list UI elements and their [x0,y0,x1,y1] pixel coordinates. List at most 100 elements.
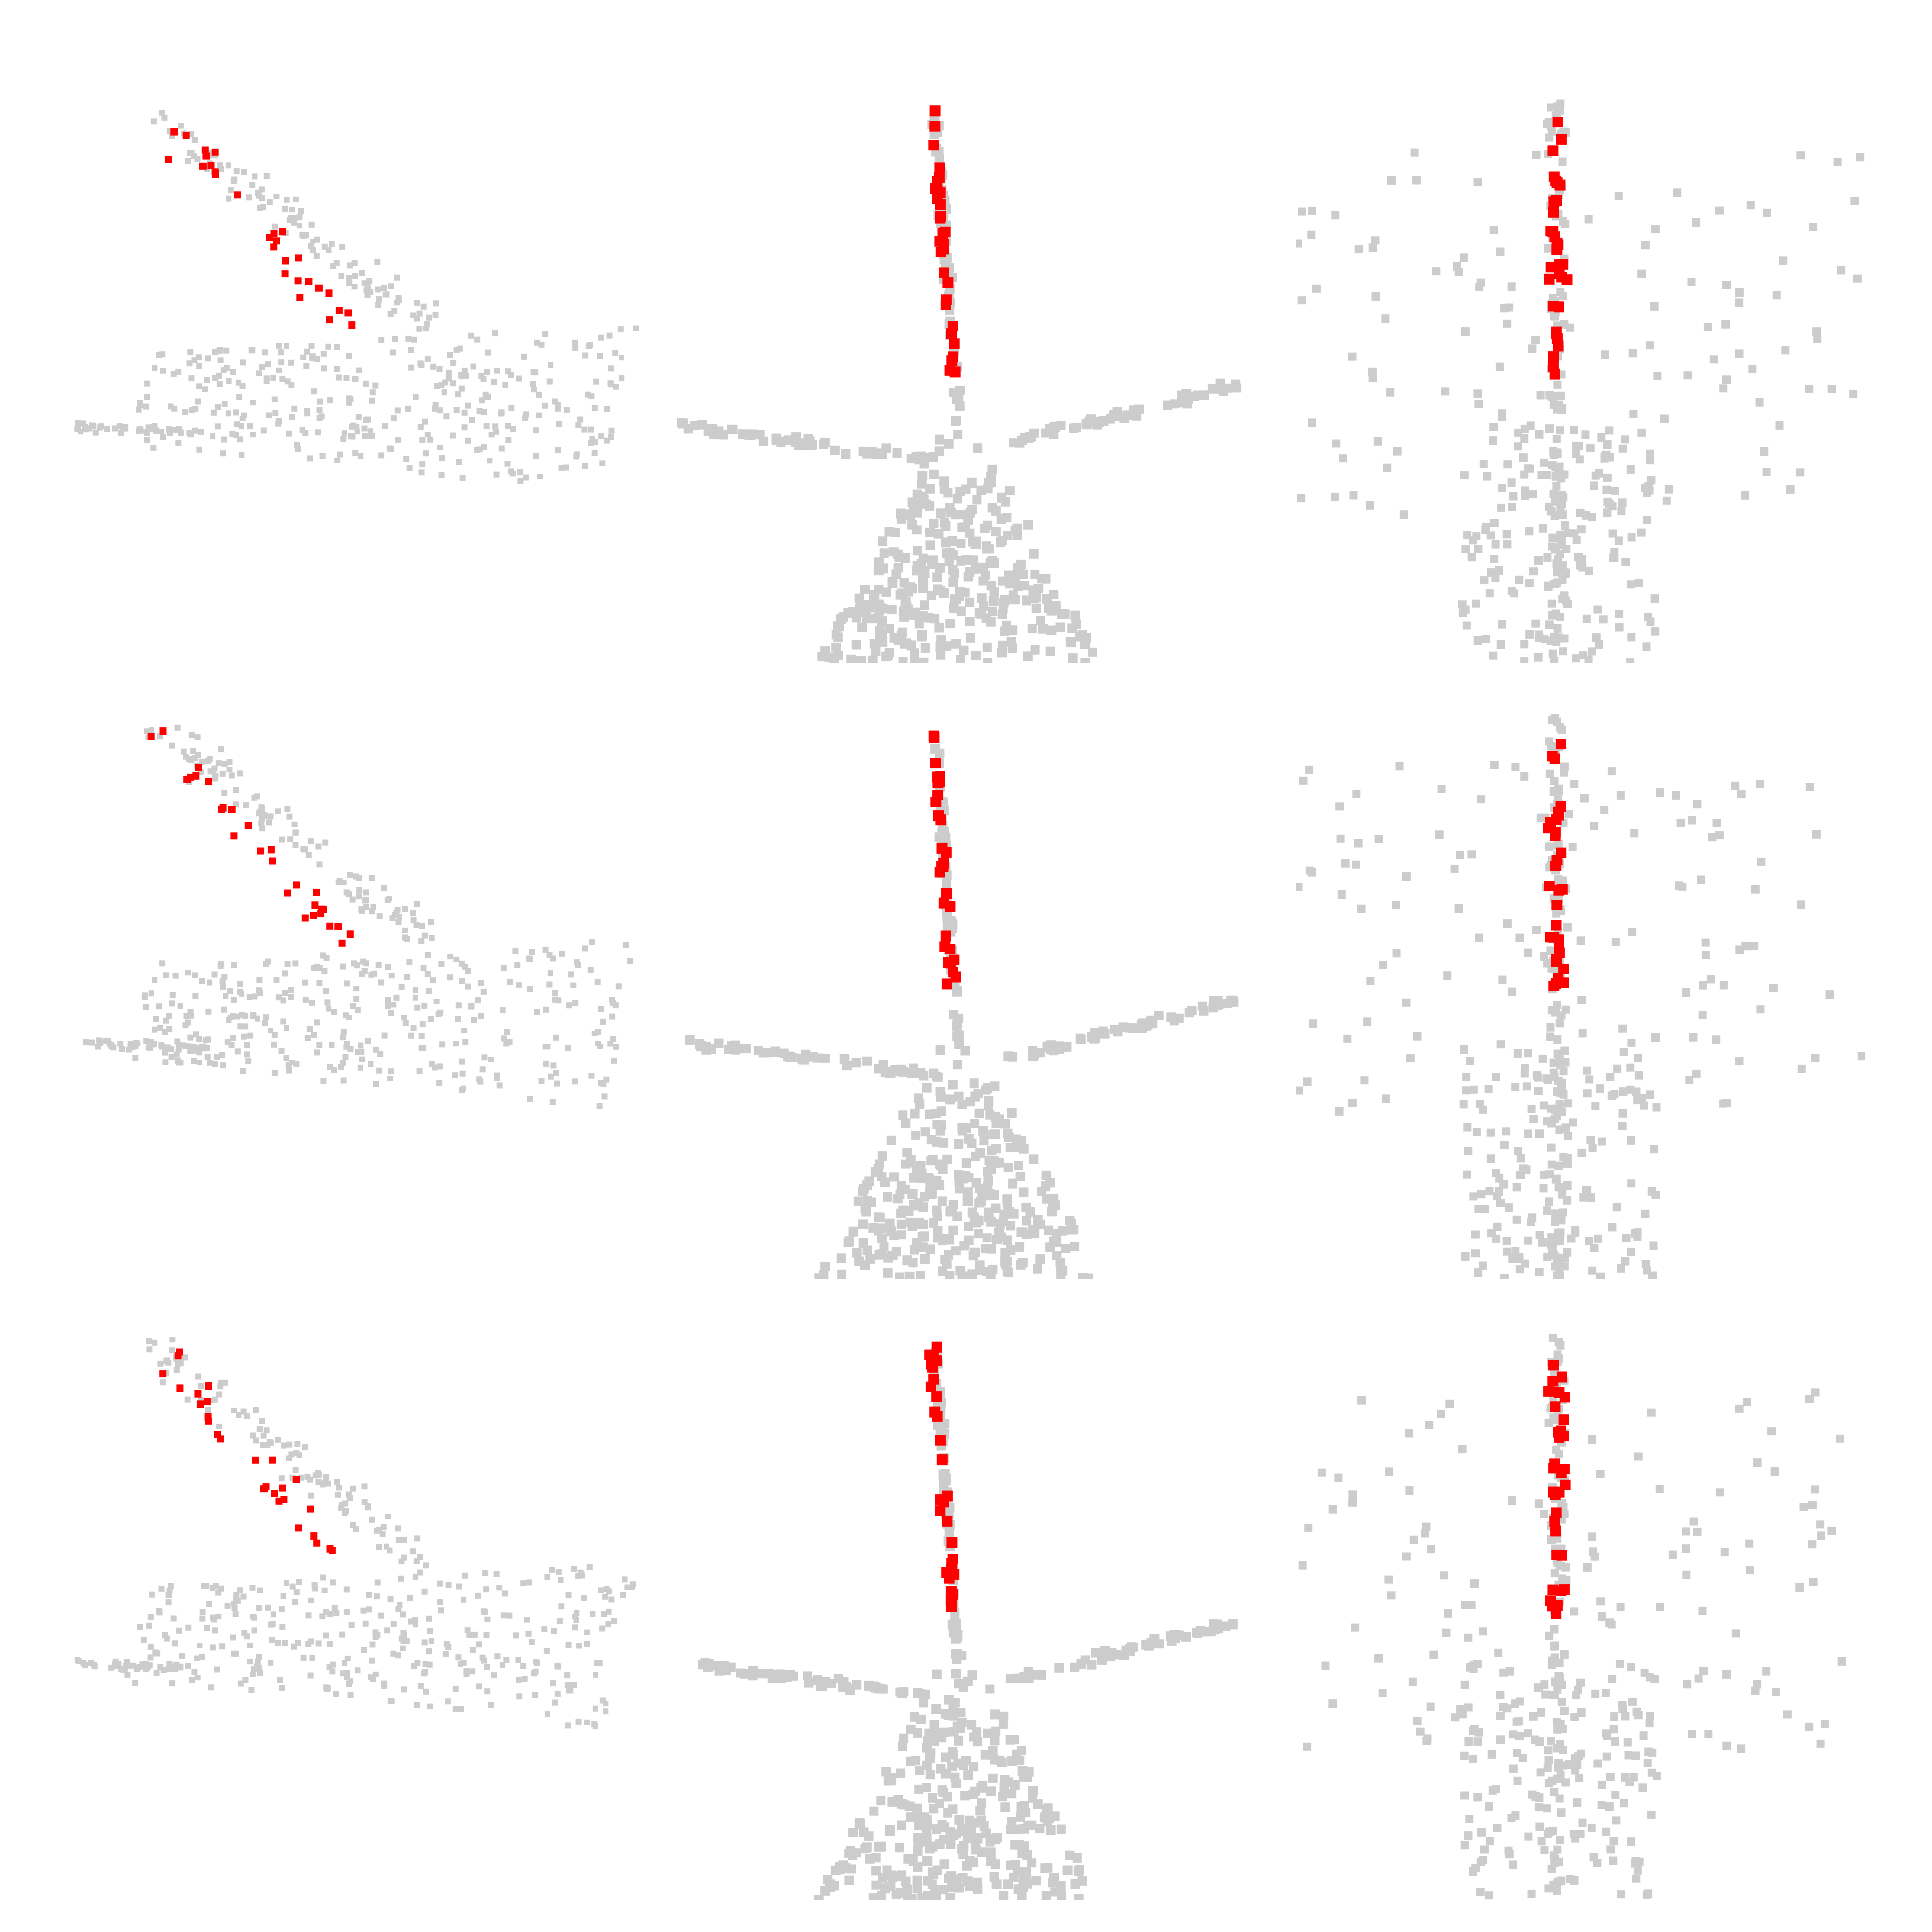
background-point [162,1049,168,1056]
background-point [1486,1154,1495,1163]
background-point [152,1339,158,1346]
background-point [967,1138,977,1148]
background-point [304,408,310,414]
background-point [1612,1816,1621,1825]
background-point [1550,1415,1559,1424]
background-point [398,984,405,990]
background-point [995,1755,1005,1765]
background-point [896,1208,906,1218]
background-point [437,1580,443,1587]
background-point [230,1634,236,1641]
background-point [1645,1673,1654,1682]
background-point [374,259,381,265]
background-point [918,1202,928,1212]
background-point [1028,1793,1038,1803]
background-point [1642,1890,1651,1899]
background-point [1054,1044,1064,1054]
background-point [1532,150,1541,159]
background-point [119,1046,125,1052]
background-point [439,455,445,461]
background-point [289,1474,296,1481]
background-point [166,430,173,436]
background-point [1548,611,1557,620]
background-point [202,1037,209,1044]
background-point [1616,1603,1625,1612]
background-point [970,1247,980,1257]
background-point [478,1013,484,1019]
highlighted-point [1545,262,1557,273]
background-point [1853,274,1862,283]
background-point [572,1078,578,1085]
background-point [597,353,603,359]
background-point [1775,421,1784,430]
background-point [257,808,264,814]
background-point [550,955,556,962]
background-point [1532,1071,1541,1080]
background-point [1450,864,1459,873]
background-point [858,1238,868,1248]
background-point [1543,1804,1551,1813]
background-point [1629,410,1638,418]
highlighted-point [929,732,940,743]
background-point [266,1439,273,1445]
background-point [360,958,367,965]
background-point [483,1632,490,1638]
background-point [1009,1872,1019,1882]
background-point [1537,1708,1545,1717]
background-point [1637,428,1646,437]
background-point [554,1690,561,1697]
background-point [1470,1725,1479,1734]
background-point [1017,1227,1028,1237]
background-point [390,1650,397,1657]
point-cloud-front-view [685,730,1239,1279]
background-point [1770,1467,1779,1476]
background-point [1399,510,1408,519]
background-point [972,495,982,505]
background-point [1077,1876,1087,1886]
background-point [1643,1759,1652,1767]
background-point [96,1037,102,1044]
highlighted-point [294,277,302,285]
background-point [888,1250,898,1260]
background-point [286,1067,292,1074]
background-point [1698,1011,1707,1019]
background-point [1575,455,1584,464]
background-point [493,471,500,478]
background-point [1487,1750,1496,1759]
background-point [920,1254,930,1264]
background-point [1472,599,1480,608]
background-point [388,283,394,289]
background-point [814,1273,825,1279]
background-point [1655,1485,1664,1493]
background-point [192,427,198,434]
background-point [476,1076,483,1083]
background-point [554,1080,560,1087]
background-point [1509,1730,1518,1739]
background-point [463,373,469,379]
background-point [1474,400,1483,408]
background-point [1849,389,1858,398]
background-point [1520,640,1529,649]
background-point [344,980,350,987]
background-point [695,1039,705,1049]
background-point [817,1681,827,1691]
background-point [936,1120,946,1131]
background-point [1570,426,1578,434]
background-point [584,1719,590,1725]
background-point [335,1491,341,1498]
background-point [386,896,392,902]
highlighted-point [1552,117,1563,128]
background-point [932,1205,942,1215]
background-point [185,970,191,976]
background-point [952,987,962,997]
background-point [245,1058,252,1065]
background-point [1349,491,1358,500]
background-point [1049,1236,1059,1246]
background-point [946,1206,957,1216]
background-point [384,291,390,298]
background-point [426,1615,432,1622]
background-point [422,1669,429,1675]
background-point [334,344,340,350]
background-point [259,825,266,832]
background-point [1615,610,1624,618]
